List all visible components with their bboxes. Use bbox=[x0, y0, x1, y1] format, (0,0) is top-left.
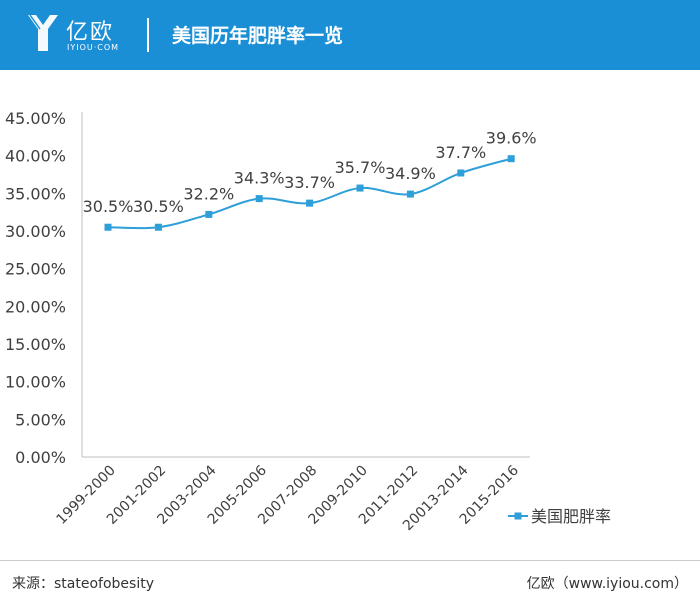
data-label: 34.9% bbox=[385, 164, 436, 183]
data-label: 33.7% bbox=[284, 173, 335, 192]
logo-subtext: IYIOU·COM bbox=[67, 43, 120, 52]
data-label: 34.3% bbox=[234, 169, 285, 188]
iyiou-logo-icon bbox=[28, 14, 58, 51]
y-tick-label: 40.00% bbox=[5, 147, 66, 166]
data-point bbox=[356, 184, 364, 192]
data-point bbox=[205, 210, 213, 218]
series-layer: 30.5% 30.5%32.2%34.3% 33.7%35.7% 34.9%37.7%… bbox=[83, 129, 537, 231]
data-point bbox=[406, 190, 414, 198]
legend-marker-icon bbox=[514, 512, 522, 520]
y-tick-label: 10.00% bbox=[5, 373, 66, 392]
y-tick-label: 25.00% bbox=[5, 260, 66, 279]
data-point bbox=[306, 199, 314, 207]
data-point bbox=[255, 195, 263, 203]
y-tick-label: 5.00% bbox=[15, 410, 66, 429]
footer-divider bbox=[0, 560, 700, 561]
data-label: 30.5% bbox=[133, 197, 184, 216]
source-note: 来源：stateofobesity bbox=[12, 576, 154, 592]
x-axis: 1999-20002001-20022003-20042005-20062007… bbox=[54, 456, 530, 534]
y-tick-label: 0.00% bbox=[15, 448, 66, 467]
y-axis: 0.00% 5.00% 10.00% 15.00% 20.00% 25.00% 30.00%… bbox=[5, 109, 83, 467]
data-label: 35.7% bbox=[335, 158, 386, 177]
data-point bbox=[507, 155, 515, 163]
data-label: 30.5% bbox=[83, 197, 134, 216]
data-label: 32.2% bbox=[183, 184, 234, 203]
data-label: 37.7% bbox=[435, 143, 486, 162]
y-tick-label: 15.00% bbox=[5, 335, 66, 354]
y-tick-label: 30.00% bbox=[5, 222, 66, 241]
data-label: 39.6% bbox=[486, 129, 537, 148]
header-bar: 亿欧 IYIOU·COM 美国历年肥胖率一览 bbox=[0, 0, 700, 70]
header-divider bbox=[147, 18, 149, 52]
logo-text: 亿欧 bbox=[66, 20, 115, 45]
legend: 美国肥胖率 bbox=[508, 507, 611, 526]
y-tick-label: 20.00% bbox=[5, 297, 66, 316]
legend-label: 美国肥胖率 bbox=[531, 507, 611, 526]
line-chart: 0.00% 5.00% 10.00% 15.00% 20.00% 25.00% 30.00%… bbox=[5, 109, 611, 534]
page-title: 美国历年肥胖率一览 bbox=[172, 25, 344, 47]
data-point bbox=[104, 223, 112, 231]
y-tick-label: 45.00% bbox=[5, 109, 66, 128]
series-line bbox=[107, 157, 512, 230]
data-point bbox=[457, 169, 465, 177]
y-tick-label: 35.00% bbox=[5, 184, 66, 203]
data-point bbox=[154, 223, 162, 231]
footer-brand: 亿欧（www.iyiou.com） bbox=[526, 576, 688, 592]
